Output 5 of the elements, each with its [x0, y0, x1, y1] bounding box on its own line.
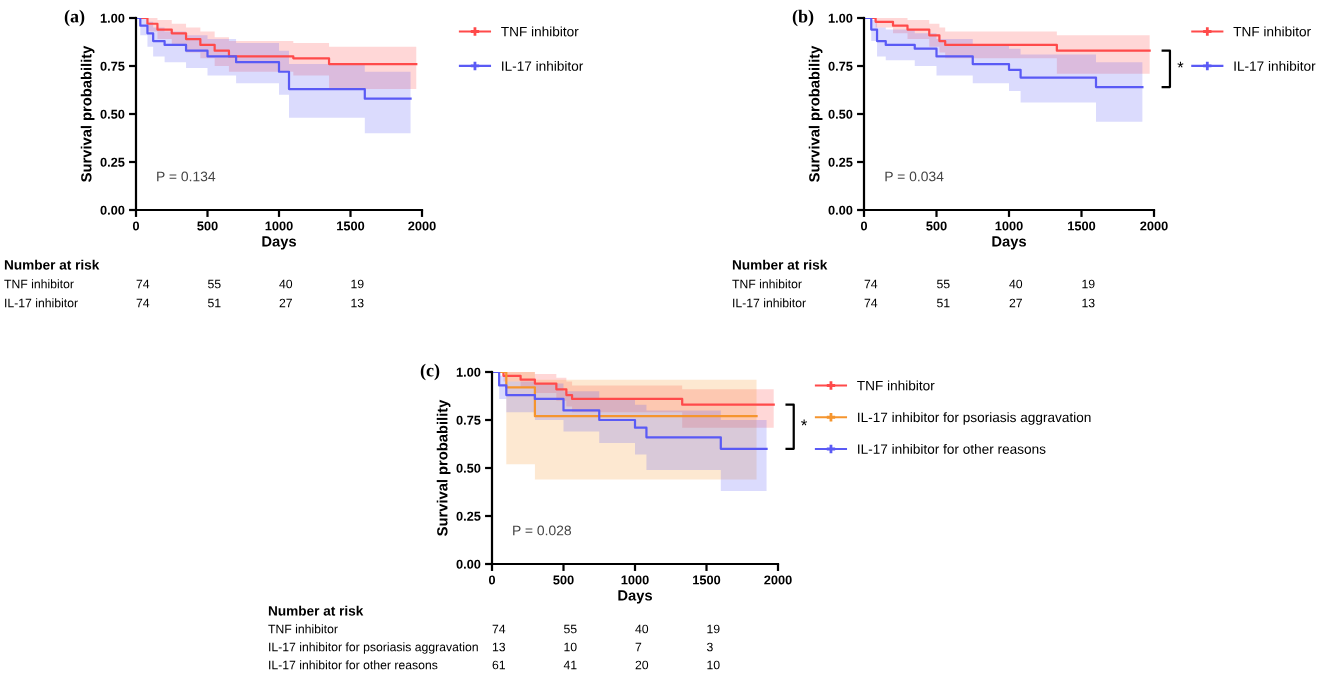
- text: *: [1177, 61, 1184, 68]
- chart-title: (c): [420, 363, 440, 381]
- chart-title: (b): [792, 9, 814, 27]
- chart-title: (a): [64, 9, 85, 27]
- text: *: [801, 419, 808, 426]
